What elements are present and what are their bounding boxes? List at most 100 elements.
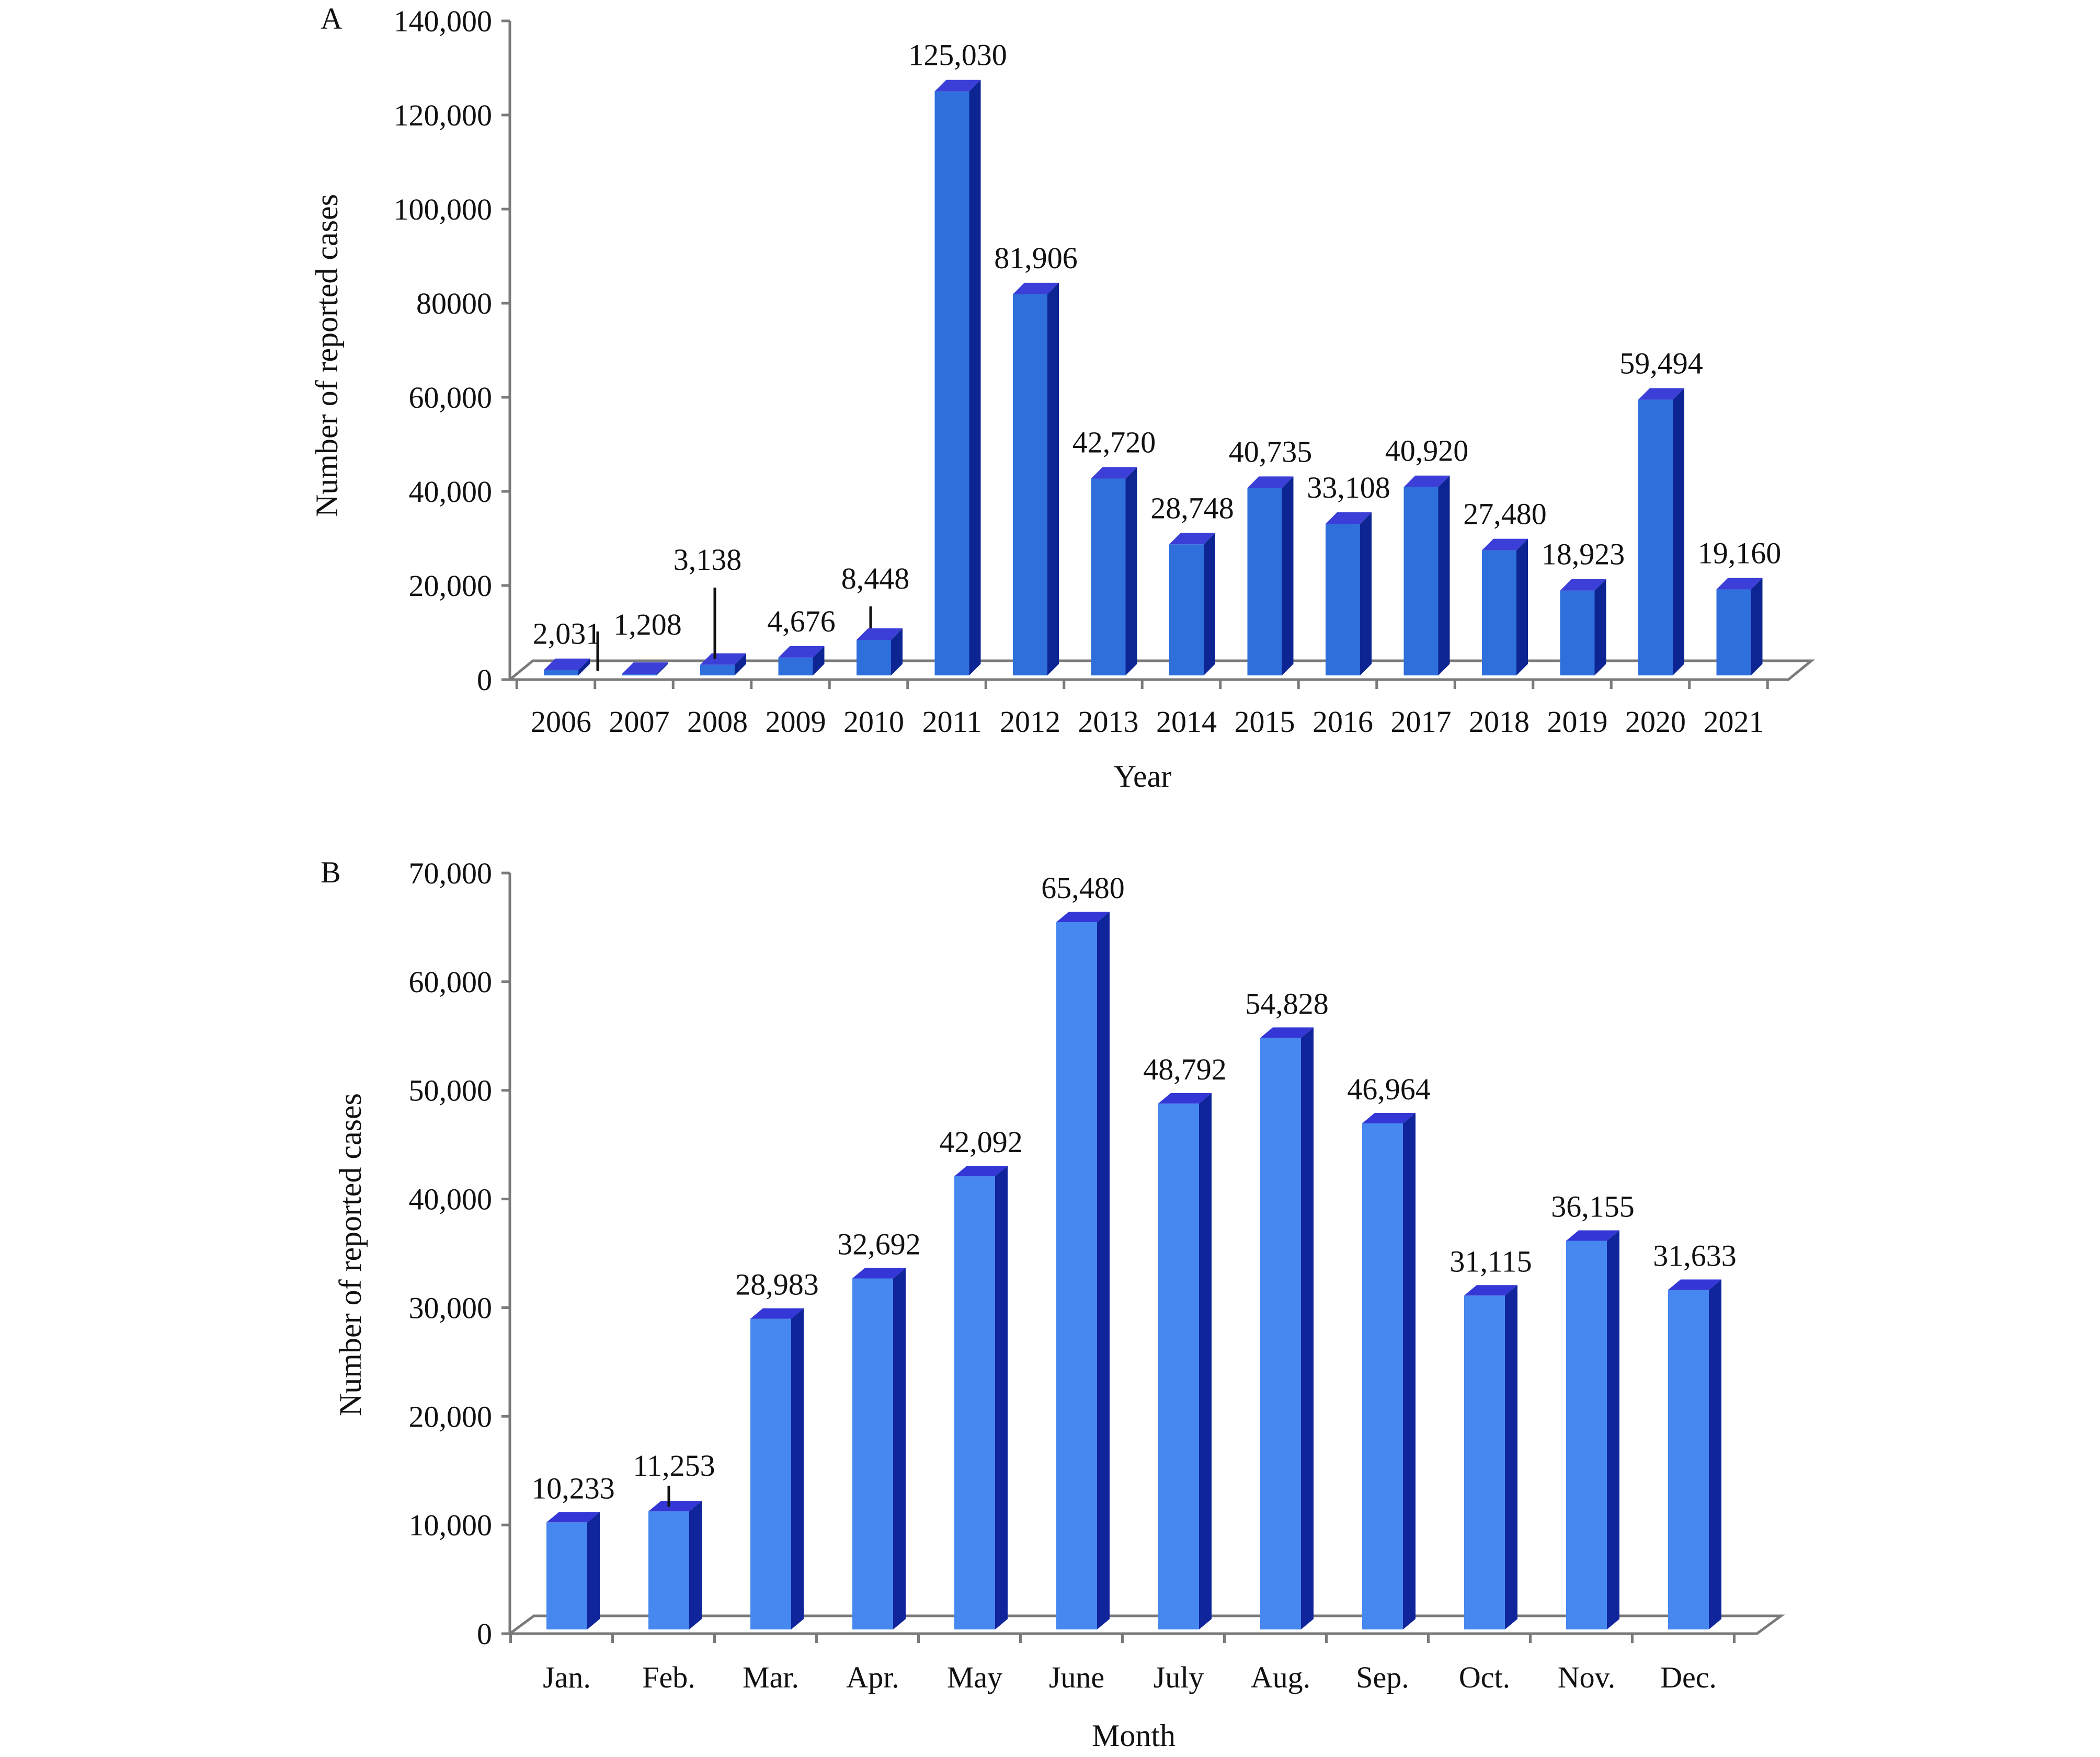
x-tick-label: Aug. (1251, 1660, 1310, 1694)
x-tick-label: May (947, 1660, 1002, 1694)
bar-top-face (954, 1166, 1008, 1177)
x-tick-label: Oct. (1459, 1660, 1510, 1694)
x-tick-label: 2018 (1469, 705, 1530, 739)
bar-2014 (1169, 533, 1215, 675)
bar-top-face (544, 658, 590, 670)
data-label: 36,155 (1551, 1189, 1635, 1223)
bar-side-face (1125, 467, 1137, 675)
bar-front-face (1403, 487, 1439, 675)
bar-side-face (1301, 1027, 1314, 1629)
data-label: 31,633 (1653, 1238, 1737, 1272)
bar-top-face (934, 79, 981, 91)
bar-2021 (1716, 578, 1763, 675)
bar-Feb. (648, 1501, 702, 1629)
bar-front-face (852, 1278, 893, 1629)
y-tick-label: 0 (477, 1617, 492, 1651)
y-axis-title: Number of reported cases (310, 194, 344, 517)
bar-front-face (544, 670, 578, 675)
bar-side-face (1438, 475, 1450, 675)
y-tick-label: 60,000 (409, 965, 493, 999)
bar-side-face (891, 628, 903, 675)
bar-front-face (1158, 1103, 1199, 1629)
bar-top-face (1013, 282, 1059, 294)
data-label: 42,720 (1072, 426, 1156, 460)
bar-side-face (1607, 1230, 1619, 1629)
data-label: 4,676 (767, 604, 836, 638)
bar-Sep. (1362, 1112, 1416, 1629)
y-tick-label: 50,000 (409, 1074, 493, 1108)
x-tick-label: 2009 (766, 705, 826, 739)
bar-Apr. (852, 1268, 906, 1629)
data-label: 125,030 (908, 38, 1007, 72)
bar-front-face (648, 1511, 689, 1629)
x-tick-label: Apr. (846, 1660, 899, 1694)
x-tick-label: 2006 (531, 705, 591, 739)
bar-front-face (1560, 590, 1595, 675)
bar-side-face (1751, 578, 1763, 675)
bar-front-face (778, 657, 813, 675)
x-tick-label: Nov. (1558, 1660, 1616, 1694)
bar-front-face (750, 1318, 791, 1629)
y-tick-label: 60,000 (409, 381, 493, 415)
bar-front-face (1013, 294, 1047, 675)
x-tick-label: Jan. (543, 1660, 591, 1694)
bar-top-face (546, 1512, 600, 1523)
chart-floor (506, 1614, 1785, 1635)
bar-top-face (700, 653, 746, 665)
data-label: 28,748 (1150, 491, 1234, 525)
bar-Oct. (1464, 1285, 1517, 1629)
bar-2010 (857, 628, 903, 675)
data-label: 2,031 (533, 617, 601, 651)
bar-side-face (1047, 282, 1059, 675)
bar-side-face (1673, 388, 1684, 675)
bar-side-face (813, 646, 825, 675)
bar-top-face (857, 628, 903, 640)
bar-top-face (1560, 579, 1606, 591)
bar-2013 (1091, 467, 1137, 675)
data-label: 19,160 (1698, 536, 1782, 570)
panel-label: A (321, 2, 343, 36)
data-label: 42,092 (939, 1125, 1023, 1159)
bar-top-face (1091, 467, 1137, 479)
y-tick-label: 120,000 (394, 98, 493, 132)
bar-side-face (1403, 1112, 1416, 1629)
y-tick-label: 30,000 (409, 1291, 493, 1325)
x-axis-title: Month (1092, 1718, 1175, 1753)
bar-front-face (622, 674, 657, 675)
bar-Mar. (750, 1308, 804, 1629)
y-tick-label: 10,000 (409, 1508, 493, 1542)
data-label: 59,494 (1619, 347, 1703, 381)
bar-July (1158, 1093, 1212, 1629)
bar-2017 (1403, 475, 1450, 675)
x-tick-label: 2010 (843, 705, 904, 739)
bar-front-face (954, 1176, 995, 1629)
data-label: 28,983 (735, 1268, 819, 1302)
bar-front-face (1362, 1123, 1403, 1629)
bar-2018 (1482, 538, 1528, 675)
bar-front-face (1668, 1290, 1709, 1629)
bar-side-face (893, 1268, 906, 1629)
chart-panel-A (501, 19, 1816, 689)
bar-front-face (1247, 488, 1282, 675)
bar-top-face (1464, 1285, 1517, 1296)
bar-side-face (735, 653, 746, 675)
bar-front-face (934, 91, 969, 676)
bar-2020 (1638, 388, 1684, 675)
bar-front-face (700, 664, 735, 675)
bar-2019 (1560, 579, 1606, 675)
x-tick-label: 2020 (1625, 705, 1686, 739)
data-label: 40,735 (1229, 434, 1312, 468)
y-tick-label: 70,000 (409, 856, 493, 890)
bar-front-face (1482, 550, 1516, 675)
y-tick-label: 140,000 (394, 4, 493, 38)
bar-top-face (1362, 1112, 1416, 1123)
bar-top-face (1638, 388, 1684, 400)
bar-top-face (648, 1501, 702, 1512)
data-label: 10,233 (531, 1471, 615, 1505)
bar-side-face (791, 1308, 804, 1629)
x-axis-title: Year (1114, 759, 1172, 794)
data-label: 40,920 (1385, 434, 1469, 468)
y-tick-label: 40,000 (409, 475, 493, 509)
bar-2009 (778, 646, 825, 675)
